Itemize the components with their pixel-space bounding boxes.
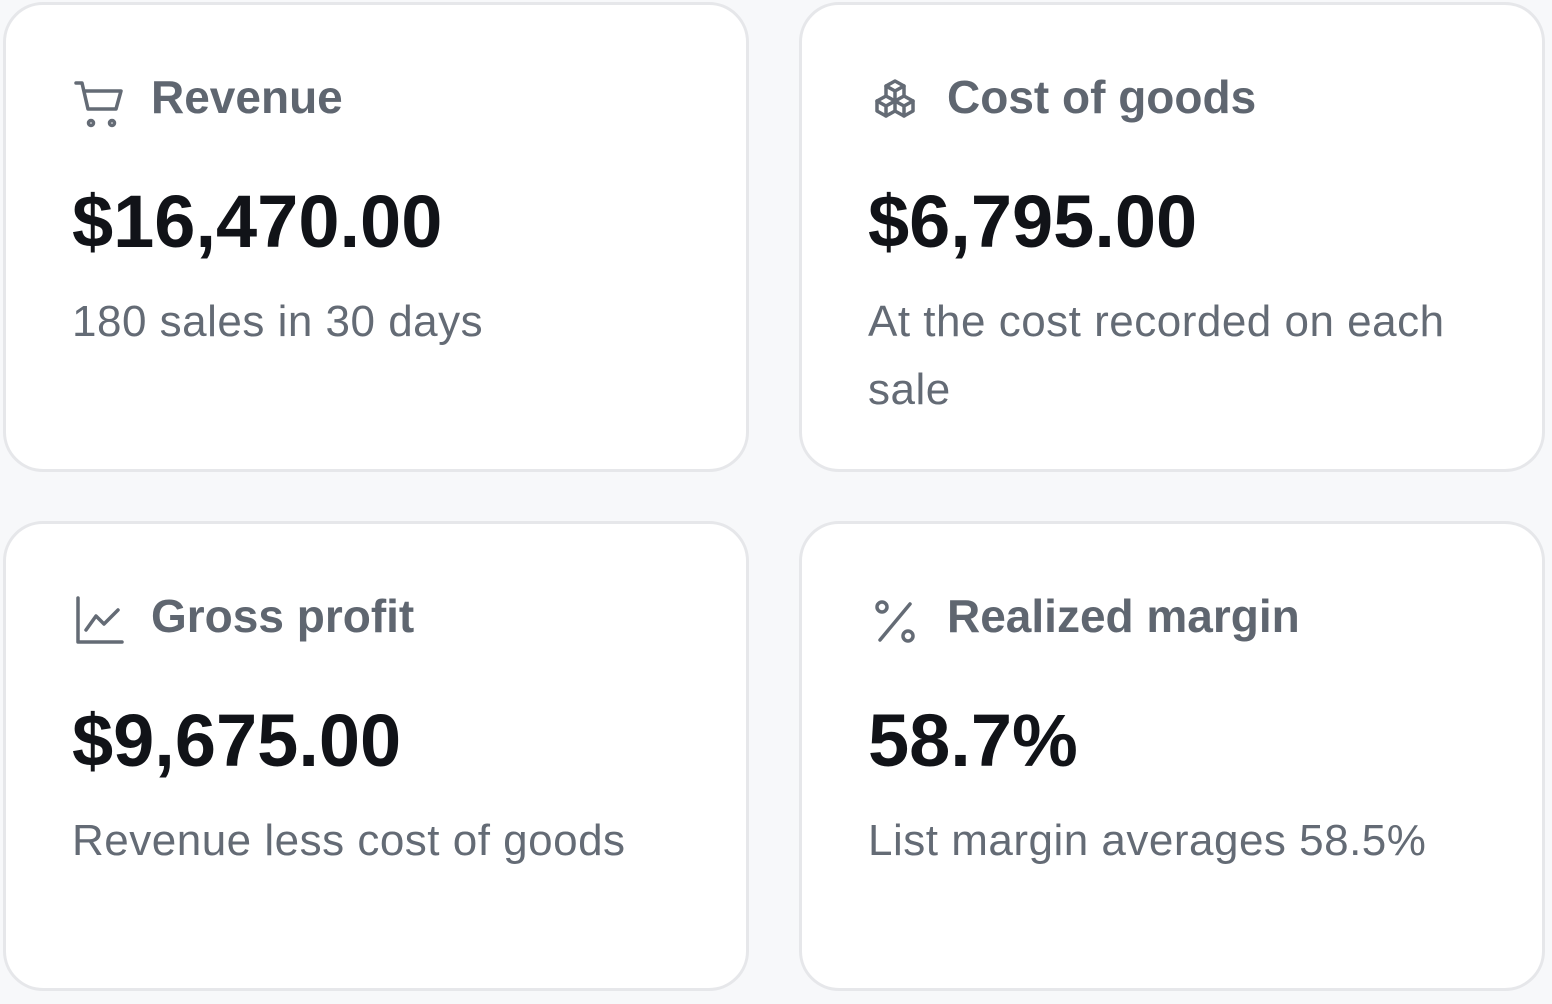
card-value: $6,795.00 [868,180,1198,263]
percent-icon [875,600,915,643]
card-value: $9,675.00 [72,699,402,782]
card-title: Gross profit [151,590,415,642]
card-description: List margin averages 58.5% [868,816,1427,865]
card-value: $16,470.00 [72,180,443,263]
card-title: Revenue [151,71,343,123]
stat-card: Cost of goods $6,795.00 At the cost reco… [799,2,1545,472]
cart-icon [74,81,123,128]
boxes-icon [875,79,915,118]
chart-icon [76,596,124,644]
card-title: Cost of goods [947,71,1257,123]
stat-card: Revenue $16,470.00 180 sales in 30 days [3,2,749,472]
card-description: Revenue less cost of goods [72,816,626,865]
card-description: At the cost recorded on each sale [868,297,1445,414]
stat-card: Gross profit $9,675.00 Revenue less cost… [3,521,749,991]
card-title: Realized margin [947,590,1300,642]
card-value: 58.7% [868,699,1078,782]
stat-card: Realized margin 58.7% List margin averag… [799,521,1545,991]
card-description: 180 sales in 30 days [72,297,484,346]
